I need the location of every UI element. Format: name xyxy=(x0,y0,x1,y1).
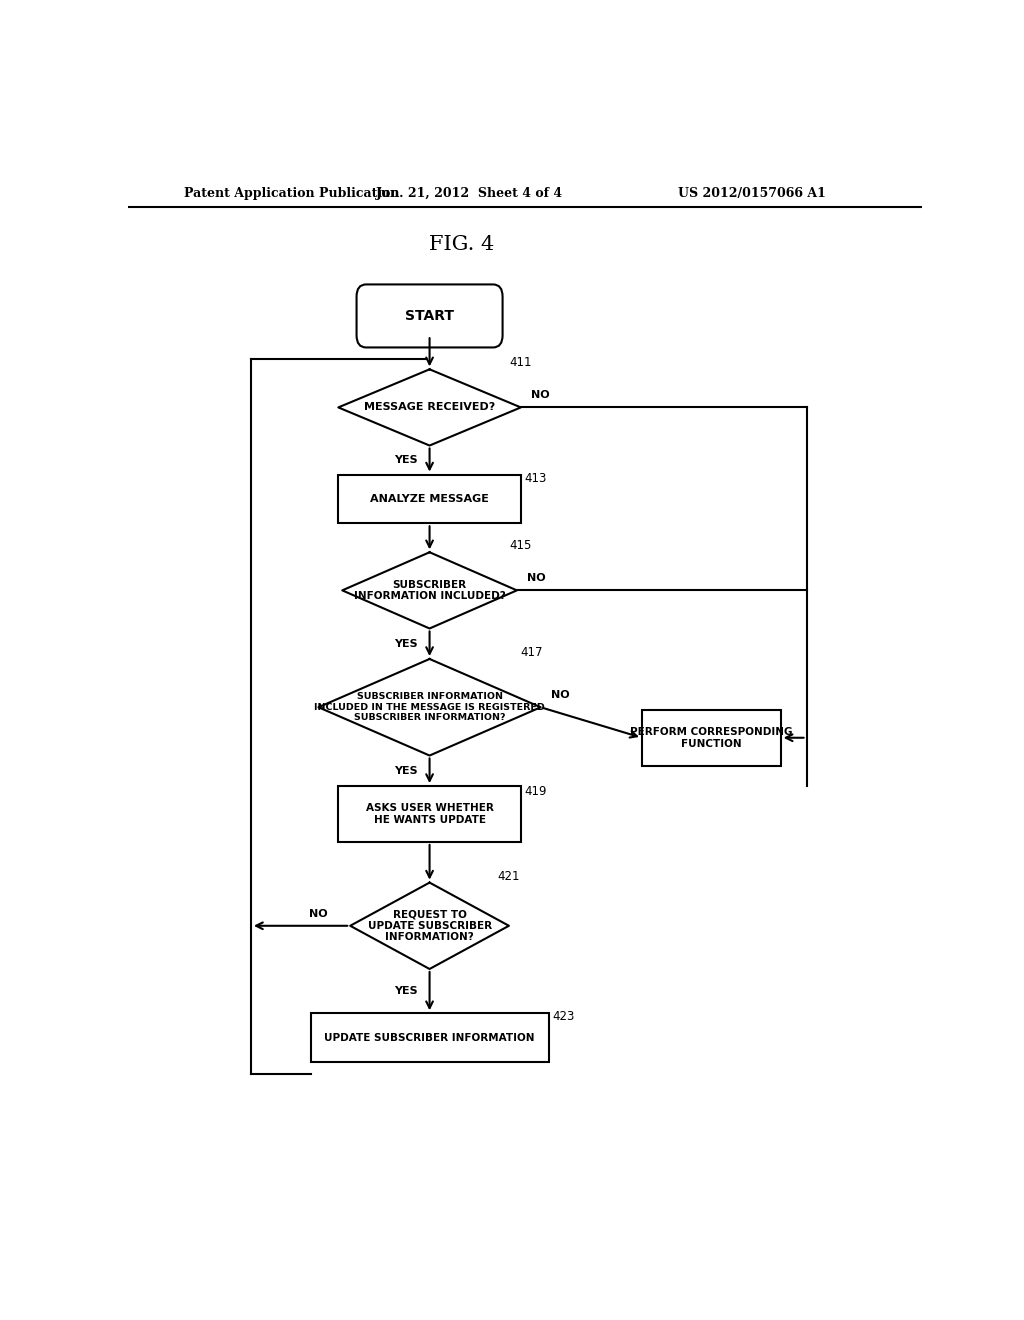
Bar xyxy=(338,785,521,842)
Text: YES: YES xyxy=(394,766,418,776)
Text: SUBSCRIBER INFORMATION
INCLUDED IN THE MESSAGE IS REGISTERED
SUBSCRIBER INFORMAT: SUBSCRIBER INFORMATION INCLUDED IN THE M… xyxy=(314,693,545,722)
Text: NO: NO xyxy=(527,573,546,583)
Text: YES: YES xyxy=(394,455,418,465)
Text: NO: NO xyxy=(309,908,328,919)
Text: 419: 419 xyxy=(524,785,547,799)
Text: 411: 411 xyxy=(509,356,531,370)
Text: FIG. 4: FIG. 4 xyxy=(429,235,494,255)
Text: Patent Application Publication: Patent Application Publication xyxy=(183,187,399,201)
Text: 417: 417 xyxy=(521,645,544,659)
Text: ASKS USER WHETHER
HE WANTS UPDATE: ASKS USER WHETHER HE WANTS UPDATE xyxy=(366,803,494,825)
Text: NO: NO xyxy=(551,690,569,700)
Text: UPDATE SUBSCRIBER INFORMATION: UPDATE SUBSCRIBER INFORMATION xyxy=(325,1032,535,1043)
Text: MESSAGE RECEIVED?: MESSAGE RECEIVED? xyxy=(364,403,496,412)
Text: REQUEST TO
UPDATE SUBSCRIBER
INFORMATION?: REQUEST TO UPDATE SUBSCRIBER INFORMATION… xyxy=(368,909,492,942)
Text: 421: 421 xyxy=(497,870,519,883)
Bar xyxy=(310,1014,549,1063)
Text: NO: NO xyxy=(531,391,550,400)
Text: PERFORM CORRESPONDING
FUNCTION: PERFORM CORRESPONDING FUNCTION xyxy=(630,727,793,748)
FancyBboxPatch shape xyxy=(356,284,503,347)
Bar xyxy=(338,474,521,523)
Text: Jun. 21, 2012  Sheet 4 of 4: Jun. 21, 2012 Sheet 4 of 4 xyxy=(376,187,563,201)
Text: 415: 415 xyxy=(509,540,531,552)
Text: SUBSCRIBER
INFORMATION INCLUDED?: SUBSCRIBER INFORMATION INCLUDED? xyxy=(353,579,506,601)
Text: YES: YES xyxy=(394,986,418,997)
Text: ANALYZE MESSAGE: ANALYZE MESSAGE xyxy=(370,494,489,504)
Text: START: START xyxy=(406,309,454,323)
Text: US 2012/0157066 A1: US 2012/0157066 A1 xyxy=(679,187,826,201)
Bar xyxy=(642,710,780,766)
Text: 413: 413 xyxy=(524,471,547,484)
Text: YES: YES xyxy=(394,639,418,648)
Text: 423: 423 xyxy=(553,1010,574,1023)
